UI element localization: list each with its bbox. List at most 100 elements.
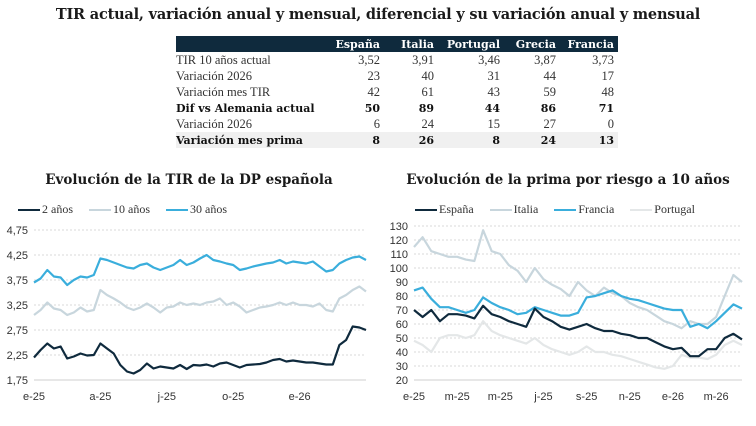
table-cell: 50 xyxy=(364,101,380,115)
column-header: Grecia xyxy=(504,36,560,52)
x-tick-label: a-25 xyxy=(89,391,111,403)
x-tick-label: o-25 xyxy=(222,391,244,403)
legend-label: España xyxy=(439,202,474,216)
y-tick-label: 3,75 xyxy=(7,275,28,287)
table-row: Variación mes prima 8 26 8 24 13 xyxy=(176,132,618,148)
chart-title-tir: Evolución de la TIR de la DP española xyxy=(45,172,333,188)
summary-table: España Italia Portugal Grecia Francia TI… xyxy=(176,36,618,148)
table-cell: 26 xyxy=(384,132,438,148)
y-tick-label: 70 xyxy=(396,305,408,317)
table-cell: 44 xyxy=(484,101,500,115)
table-cell: 8 xyxy=(326,132,384,148)
column-header: España xyxy=(326,36,384,52)
column-header: Portugal xyxy=(438,36,504,52)
legend-label: Portugal xyxy=(654,202,695,216)
table-header-corner xyxy=(176,36,326,52)
y-tick-label: 100 xyxy=(390,263,408,275)
table-cell: 15 xyxy=(487,116,501,131)
table-cell: 61 xyxy=(421,84,435,99)
page-title: TIR actual, variación anual y mensual, d… xyxy=(55,6,701,23)
legend-item: 2 años xyxy=(18,202,73,217)
table-cell: 3,91 xyxy=(412,52,434,67)
y-tick-label: 60 xyxy=(396,319,408,331)
legend-label: 30 años xyxy=(190,202,227,216)
chart-tir: 4,75 4,25 3,75 3,25 2,75 2,25 1,75 e-25 a-25 j-25… xyxy=(7,225,367,403)
x-tick-label: m-25 xyxy=(488,391,513,403)
table-cell: 42 xyxy=(367,84,381,99)
series-line-francia xyxy=(413,286,743,330)
table-cell: 3,52 xyxy=(358,52,380,67)
chart-legend-prima: España Italia Francia Portugal xyxy=(415,202,711,217)
x-tick-label: j-25 xyxy=(157,391,176,403)
y-tick-label: 110 xyxy=(390,249,408,261)
table-cell: 24 xyxy=(504,132,560,148)
table-row: Variación 2026 23 40 31 44 17 xyxy=(176,68,618,84)
y-tick-label: 80 xyxy=(396,291,408,303)
x-tick-label: e-26 xyxy=(662,391,684,403)
x-tick-label: j-25 xyxy=(533,391,552,403)
y-tick-label: 130 xyxy=(390,221,408,233)
y-tick-label: 30 xyxy=(396,361,408,373)
table-cell: 17 xyxy=(601,68,615,83)
table-header-row: España Italia Portugal Grecia Francia xyxy=(176,36,618,52)
y-tick-label: 2,25 xyxy=(7,350,28,362)
table-cell: 89 xyxy=(418,101,434,115)
table-cell: 44 xyxy=(543,68,557,83)
column-header: Francia xyxy=(560,36,618,52)
y-tick-label: 3,25 xyxy=(7,300,28,312)
y-tick-label: 50 xyxy=(396,333,408,345)
legend-swatch xyxy=(166,208,188,211)
series-line-portugal xyxy=(413,320,743,370)
table-row: Dif vs Alemania actual 50 89 44 86 71 xyxy=(176,100,618,116)
y-tick-label: 40 xyxy=(396,347,408,359)
legend-label: Italia xyxy=(513,202,539,216)
y-tick-label: 120 xyxy=(390,235,408,247)
legend-swatch xyxy=(554,208,577,211)
table-cell: 13 xyxy=(560,132,618,148)
table-cell: 3,87 xyxy=(534,52,556,67)
legend-swatch xyxy=(89,208,111,211)
table-cell: 48 xyxy=(601,84,615,99)
y-tick-label: 4,25 xyxy=(7,250,28,262)
row-label: Dif vs Alemania actual xyxy=(176,101,315,115)
row-label: Variación mes prima xyxy=(176,132,326,148)
series-line-30-anos xyxy=(33,253,367,287)
legend-swatch xyxy=(415,208,437,211)
table-cell: 43 xyxy=(487,84,501,99)
table-row: Variación 2026 6 24 15 27 0 xyxy=(176,116,618,132)
x-tick-label: m-26 xyxy=(704,391,729,403)
legend-swatch xyxy=(18,208,40,211)
x-tick-label: n-25 xyxy=(619,391,641,403)
legend-item: Francia xyxy=(554,202,614,217)
chart-legend-tir: 2 años 10 años 30 años xyxy=(18,202,243,217)
column-header: Italia xyxy=(384,36,438,52)
series-line-10-anos xyxy=(33,285,367,317)
table-cell: 8 xyxy=(438,132,504,148)
legend-item: Portugal xyxy=(630,202,695,217)
x-tick-label: e-26 xyxy=(289,391,311,403)
table-cell: 59 xyxy=(543,84,557,99)
x-tick-label: e-25 xyxy=(403,391,425,403)
legend-swatch xyxy=(489,208,512,211)
legend-label: 2 años xyxy=(42,202,73,216)
chart-prima: 130 120 110 100 90 80 70 60 50 40 30 20 e-25 m-25 m-25… xyxy=(390,221,743,403)
row-label: TIR 10 años actual xyxy=(176,52,271,67)
table-cell: 24 xyxy=(421,116,435,131)
table-cell: 86 xyxy=(540,101,556,115)
table-cell: 71 xyxy=(598,101,614,115)
table-cell: 27 xyxy=(543,116,557,131)
table-cell: 31 xyxy=(487,68,501,83)
legend-item: 10 años xyxy=(89,202,150,217)
legend-label: 10 años xyxy=(113,202,150,216)
table-cell: 0 xyxy=(607,116,614,131)
chart-title-prima: Evolución de la prima por riesgo a 10 añ… xyxy=(406,172,730,188)
y-tick-label: 2,75 xyxy=(7,325,28,337)
legend-item: 30 años xyxy=(166,202,227,217)
table-cell: 6 xyxy=(373,116,380,131)
y-tick-label: 90 xyxy=(396,277,408,289)
table-cell: 40 xyxy=(421,68,435,83)
series-line-espana xyxy=(413,304,743,358)
row-label: Variación mes TIR xyxy=(176,84,271,99)
legend-item: España xyxy=(415,202,474,217)
x-tick-label: s-25 xyxy=(576,391,597,403)
